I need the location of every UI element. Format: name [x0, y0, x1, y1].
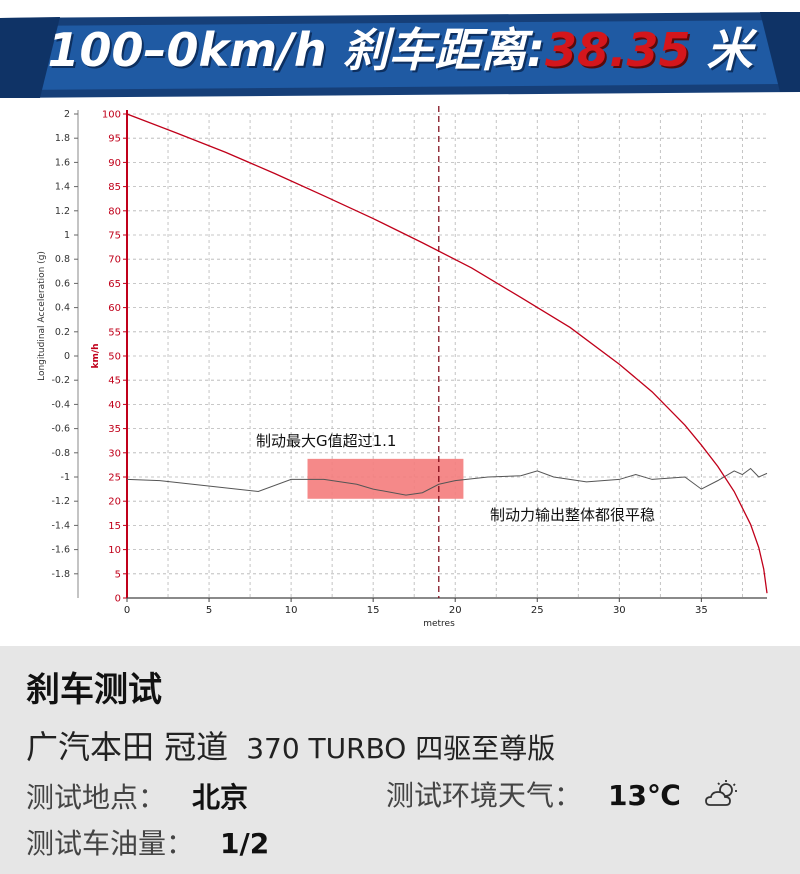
- banner-title: 100–0km/h 刹车距离:38.35 米: [0, 22, 800, 78]
- location-label: 测试地点：: [26, 781, 167, 814]
- weather-label: 测试环境天气：: [386, 779, 583, 812]
- accel-tick-label: 1: [64, 230, 70, 241]
- accel-tick-label: 1.4: [55, 182, 70, 193]
- speed-tick-label: 70: [108, 255, 121, 266]
- speed-tick-label: 55: [108, 327, 121, 338]
- accel-tick-label: -0.6: [51, 424, 70, 435]
- x-tick-label: 10: [285, 605, 298, 616]
- speed-tick-label: 85: [108, 182, 121, 193]
- speed-tick-label: 65: [108, 279, 121, 290]
- x-tick-label: 25: [531, 605, 544, 616]
- accel-tick-label: 1.8: [55, 133, 70, 144]
- speed-tick-label: 25: [108, 473, 121, 484]
- accel-tick-label: -0.4: [51, 399, 70, 410]
- annotation-max-g: 制动最大G值超过1.1: [256, 432, 396, 450]
- brake-distance-value: 38.35: [544, 23, 691, 77]
- location-row: 测试地点： 北京: [26, 776, 248, 816]
- speed-series-line: [126, 113, 768, 594]
- model-trim: 370 TURBO 四驱至尊版: [246, 732, 556, 765]
- speed-tick-label: 50: [108, 352, 121, 363]
- speed-tick-label: 90: [108, 158, 121, 169]
- car-model: 广汽本田 冠道 370 TURBO 四驱至尊版: [26, 722, 555, 768]
- chart-svg: 2 1.8 1.6 1.4 1.2 1 0.8 0.6 0.4 0.2 0 -0.2 -0.4 -0.6 -…: [0, 100, 800, 640]
- x-tick-label: 30: [613, 605, 626, 616]
- test-title: 刹车测试: [26, 670, 162, 710]
- accel-tick-label: -1.4: [51, 520, 70, 531]
- x-tick-label: 20: [449, 605, 462, 616]
- weather-row: 测试环境天气： 13℃: [386, 774, 740, 816]
- speed-tick-label: 40: [108, 400, 121, 411]
- chart-axes: [77, 110, 767, 599]
- speed-tick-label: 35: [108, 424, 121, 435]
- fuel-label: 测试车油量：: [26, 827, 195, 860]
- accel-tick-label: -0.8: [51, 448, 70, 459]
- weather-value: 13℃: [608, 779, 681, 812]
- speed-axis-label: km/h: [91, 343, 101, 368]
- accel-tick-label: -1: [61, 472, 70, 483]
- speed-axis-ticks: 1009590858075706560555045403530252015105…: [102, 110, 127, 605]
- speed-tick-label: 60: [108, 303, 121, 314]
- accel-tick-label: 0.8: [55, 254, 70, 265]
- speed-tick-label: 100: [102, 110, 121, 121]
- speed-tick-label: 10: [108, 545, 121, 556]
- speed-tick-label: 5: [115, 569, 121, 580]
- acceleration-series-line: [126, 467, 768, 496]
- speed-tick-label: 75: [108, 231, 121, 242]
- speed-tick-label: 30: [108, 448, 121, 459]
- annotation-stable-output: 制动力输出整体都很平稳: [490, 506, 655, 524]
- fuel-value: 1/2: [220, 827, 270, 860]
- accel-tick-label: 0.2: [55, 327, 70, 338]
- speed-tick-label: 15: [108, 521, 121, 532]
- x-tick-label: 35: [695, 605, 708, 616]
- accel-tick-label: 2: [64, 109, 70, 120]
- accel-tick-label: -1.6: [51, 545, 70, 556]
- speed-tick-label: 45: [108, 376, 121, 387]
- accel-tick-label: -1.2: [51, 496, 70, 507]
- accel-tick-label: -1.8: [51, 569, 70, 580]
- brake-chart: 2 1.8 1.6 1.4 1.2 1 0.8 0.6 0.4 0.2 0 -0.2 -0.4 -0.6 -…: [0, 100, 800, 640]
- model-name: 广汽本田 冠道: [26, 728, 229, 766]
- location-value: 北京: [192, 781, 249, 814]
- cloudy-icon: [704, 779, 740, 816]
- max-g-highlight: [307, 458, 464, 499]
- accel-axis-ticks: 2 1.8 1.6 1.4 1.2 1 0.8 0.6 0.4 0.2 0 -0.2 -0.4 -0.6 -…: [51, 109, 78, 580]
- title-banner: 100–0km/h 刹车距离:38.35 米: [0, 0, 800, 100]
- accel-axis-label: Longitudinal Acceleration (g): [37, 251, 47, 381]
- banner-unit: 米: [690, 23, 753, 77]
- accel-tick-label: 0.6: [55, 278, 70, 289]
- speed-tick-label: 95: [108, 134, 121, 145]
- banner-prefix: 100–0km/h 刹车距离:: [47, 23, 545, 77]
- x-axis-label: metres: [423, 619, 455, 629]
- x-tick-label: 15: [367, 605, 380, 616]
- x-tick-label: 0: [124, 605, 130, 616]
- accel-tick-label: 1.2: [55, 206, 70, 217]
- speed-tick-label: 0: [115, 594, 121, 605]
- accel-tick-label: 0: [64, 351, 70, 362]
- info-panel: 刹车测试 广汽本田 冠道 370 TURBO 四驱至尊版 测试地点： 北京 测试环境…: [0, 646, 800, 874]
- accel-tick-label: 0.4: [55, 303, 70, 314]
- accel-tick-label: 1.6: [55, 157, 70, 168]
- banner-background: [0, 12, 800, 98]
- speed-tick-label: 80: [108, 206, 121, 217]
- x-axis-ticks: 0 5 10 15 20 25 30 35: [124, 598, 708, 616]
- speed-tick-label: 20: [108, 497, 121, 508]
- fuel-row: 测试车油量： 1/2: [26, 822, 269, 862]
- x-tick-label: 5: [206, 605, 212, 616]
- accel-tick-label: -0.2: [51, 375, 70, 386]
